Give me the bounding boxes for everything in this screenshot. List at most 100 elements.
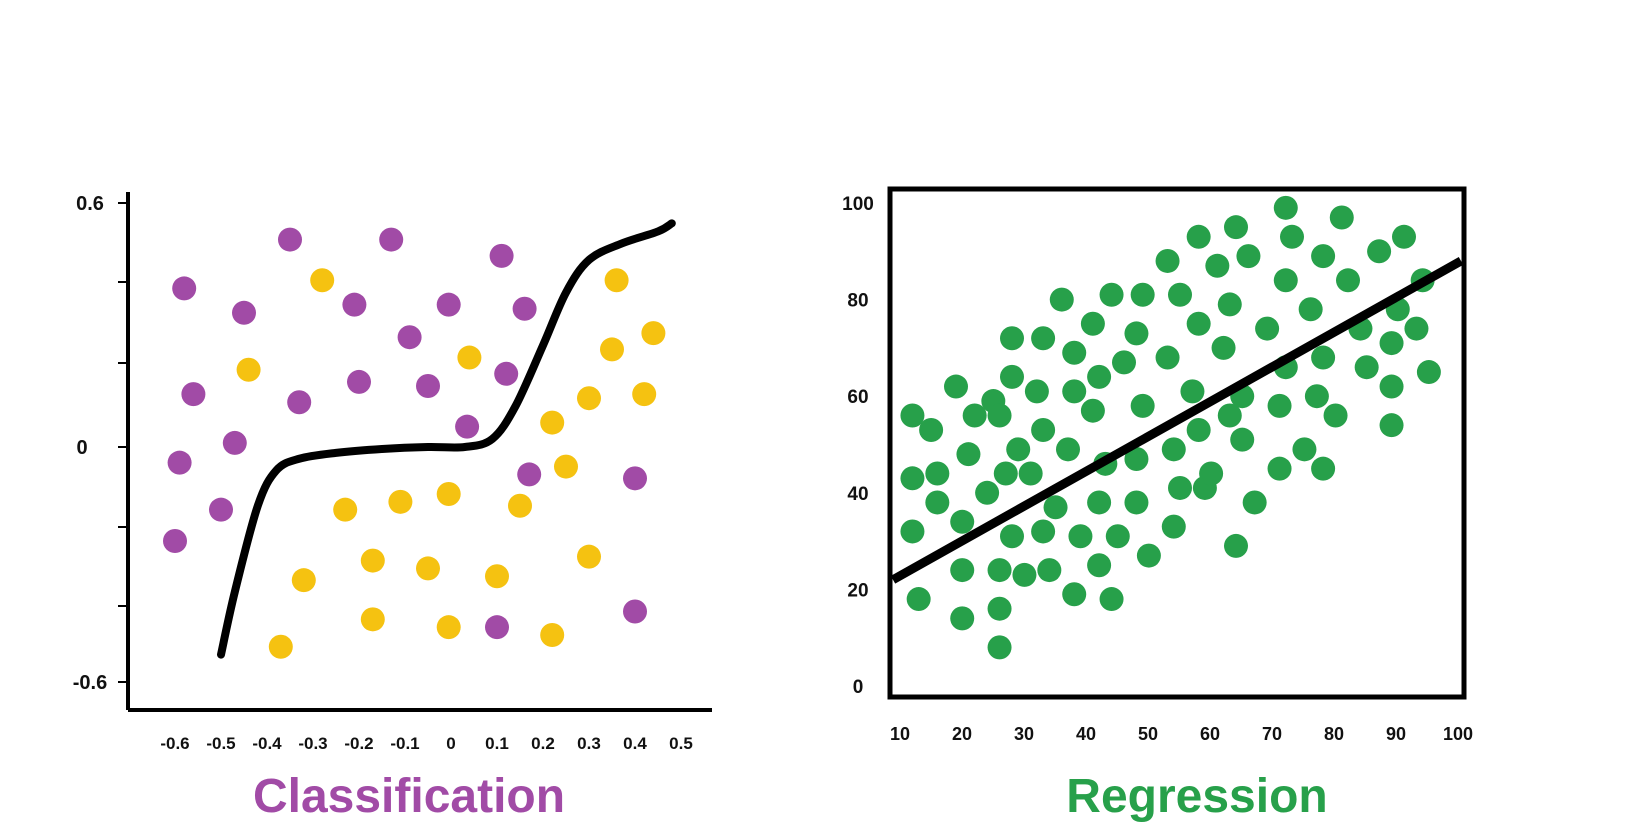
regression-point <box>1168 282 1192 307</box>
regression-point <box>1000 364 1024 389</box>
regression-y-tick-label: 40 <box>847 484 868 505</box>
regression-point <box>1124 446 1149 471</box>
regression-point <box>1404 316 1429 341</box>
regression-point <box>1379 374 1404 399</box>
purple-class-point <box>512 296 537 321</box>
classification-x-tick-label: 0.2 <box>531 734 555 753</box>
yellow-class-point <box>310 268 335 293</box>
regression-point <box>1130 282 1155 307</box>
regression-x-tick-label: 60 <box>1200 724 1220 744</box>
regression-point <box>1273 195 1298 220</box>
yellow-class-point <box>268 634 293 659</box>
purple-class-point <box>416 374 440 398</box>
yellow-class-point <box>457 345 482 370</box>
yellow-class-point <box>540 410 565 435</box>
regression-point <box>1336 268 1360 293</box>
regression-point <box>1224 533 1248 558</box>
classification-title: Classification <box>253 770 565 823</box>
regression-point <box>1416 360 1441 385</box>
regression-y-tick-labels: 100 80 60 40 20 0 <box>842 194 874 698</box>
regression-point <box>1168 475 1192 500</box>
regression-y-tick-label: 60 <box>847 387 868 408</box>
regression-point <box>1105 524 1130 549</box>
regression-point <box>1211 335 1236 360</box>
regression-point <box>1379 413 1404 438</box>
regression-point <box>1230 427 1255 452</box>
classification-x-tick-label: -0.2 <box>344 734 373 753</box>
yellow-class-point <box>333 497 358 522</box>
regression-point <box>919 418 944 443</box>
regression-point <box>1292 437 1317 462</box>
regression-plot-frame <box>887 186 1467 700</box>
classification-points <box>163 227 666 659</box>
regression-point <box>1080 398 1105 423</box>
classification-x-tick-label: -0.1 <box>390 734 419 753</box>
regression-point <box>1267 456 1292 481</box>
regression-point <box>1024 379 1049 404</box>
regression-point <box>1255 316 1280 341</box>
classification-x-tick-label: -0.3 <box>298 734 327 753</box>
regression-point <box>1037 558 1062 583</box>
classification-y-ticks: 0.6 0 -0.6 <box>73 193 128 694</box>
regression-point <box>1379 331 1404 356</box>
regression-point <box>1280 224 1304 249</box>
yellow-class-point <box>291 568 316 593</box>
regression-point <box>1112 350 1136 375</box>
regression-point <box>956 442 981 467</box>
regression-point <box>925 490 950 515</box>
regression-x-tick-label: 40 <box>1076 724 1096 744</box>
regression-point <box>1329 205 1354 230</box>
regression-point <box>975 480 1000 505</box>
regression-x-tick-label: 10 <box>890 724 910 744</box>
purple-class-point <box>278 227 302 252</box>
regression-point <box>1099 282 1124 307</box>
regression-point <box>1311 456 1336 481</box>
classification-x-tick-label: -0.5 <box>206 734 235 753</box>
regression-point <box>1224 215 1248 240</box>
regression-x-tick-label: 20 <box>952 724 972 744</box>
regression-point <box>1367 239 1392 264</box>
purple-class-point <box>181 382 206 407</box>
regression-y-tick-label: 100 <box>842 194 874 215</box>
yellow-class-point <box>236 357 261 382</box>
purple-class-point <box>397 325 422 350</box>
regression-y-tick-label: 20 <box>847 580 868 601</box>
purple-class-point <box>623 599 647 624</box>
yellow-class-point <box>632 382 657 407</box>
regression-point <box>1056 437 1080 462</box>
regression-point <box>925 461 950 486</box>
regression-point <box>1031 418 1056 443</box>
regression-point <box>1217 403 1242 428</box>
regression-point <box>1311 244 1336 269</box>
yellow-class-point <box>436 615 461 640</box>
purple-class-point <box>489 243 514 268</box>
yellow-class-point <box>577 386 601 411</box>
yellow-class-point <box>604 268 629 293</box>
regression-point <box>1124 321 1149 346</box>
yellow-class-point <box>540 623 565 647</box>
regression-x-tick-label: 80 <box>1324 724 1344 744</box>
regression-point <box>1161 437 1186 462</box>
regression-x-tick-labels: 10 20 30 40 50 60 70 80 90 100 <box>890 724 1473 744</box>
classification-x-tick-labels: -0.6 -0.5 -0.4 -0.3 -0.2 -0.1 0 0.1 0.2 0.3 0.4 0.5 <box>160 734 692 753</box>
regression-point <box>906 587 931 612</box>
regression-point <box>1018 461 1043 486</box>
regression-point <box>1000 524 1024 549</box>
regression-point <box>1161 514 1186 539</box>
regression-point <box>1354 355 1379 380</box>
purple-class-point <box>163 529 187 553</box>
purple-class-point <box>347 369 371 394</box>
regression-point <box>1006 437 1031 462</box>
regression-point <box>1205 253 1230 278</box>
classification-y-tick-label: -0.6 <box>73 672 107 694</box>
regression-point <box>1155 248 1180 273</box>
yellow-class-point <box>360 548 385 573</box>
regression-point <box>1062 379 1087 404</box>
classification-x-tick-label: 0.1 <box>485 734 509 753</box>
regression-point <box>900 519 925 544</box>
regression-point <box>1298 297 1323 322</box>
regression-line <box>890 257 1464 584</box>
classification-x-tick-label: 0.3 <box>577 734 601 753</box>
regression-point <box>962 403 987 428</box>
regression-point <box>1099 587 1124 612</box>
